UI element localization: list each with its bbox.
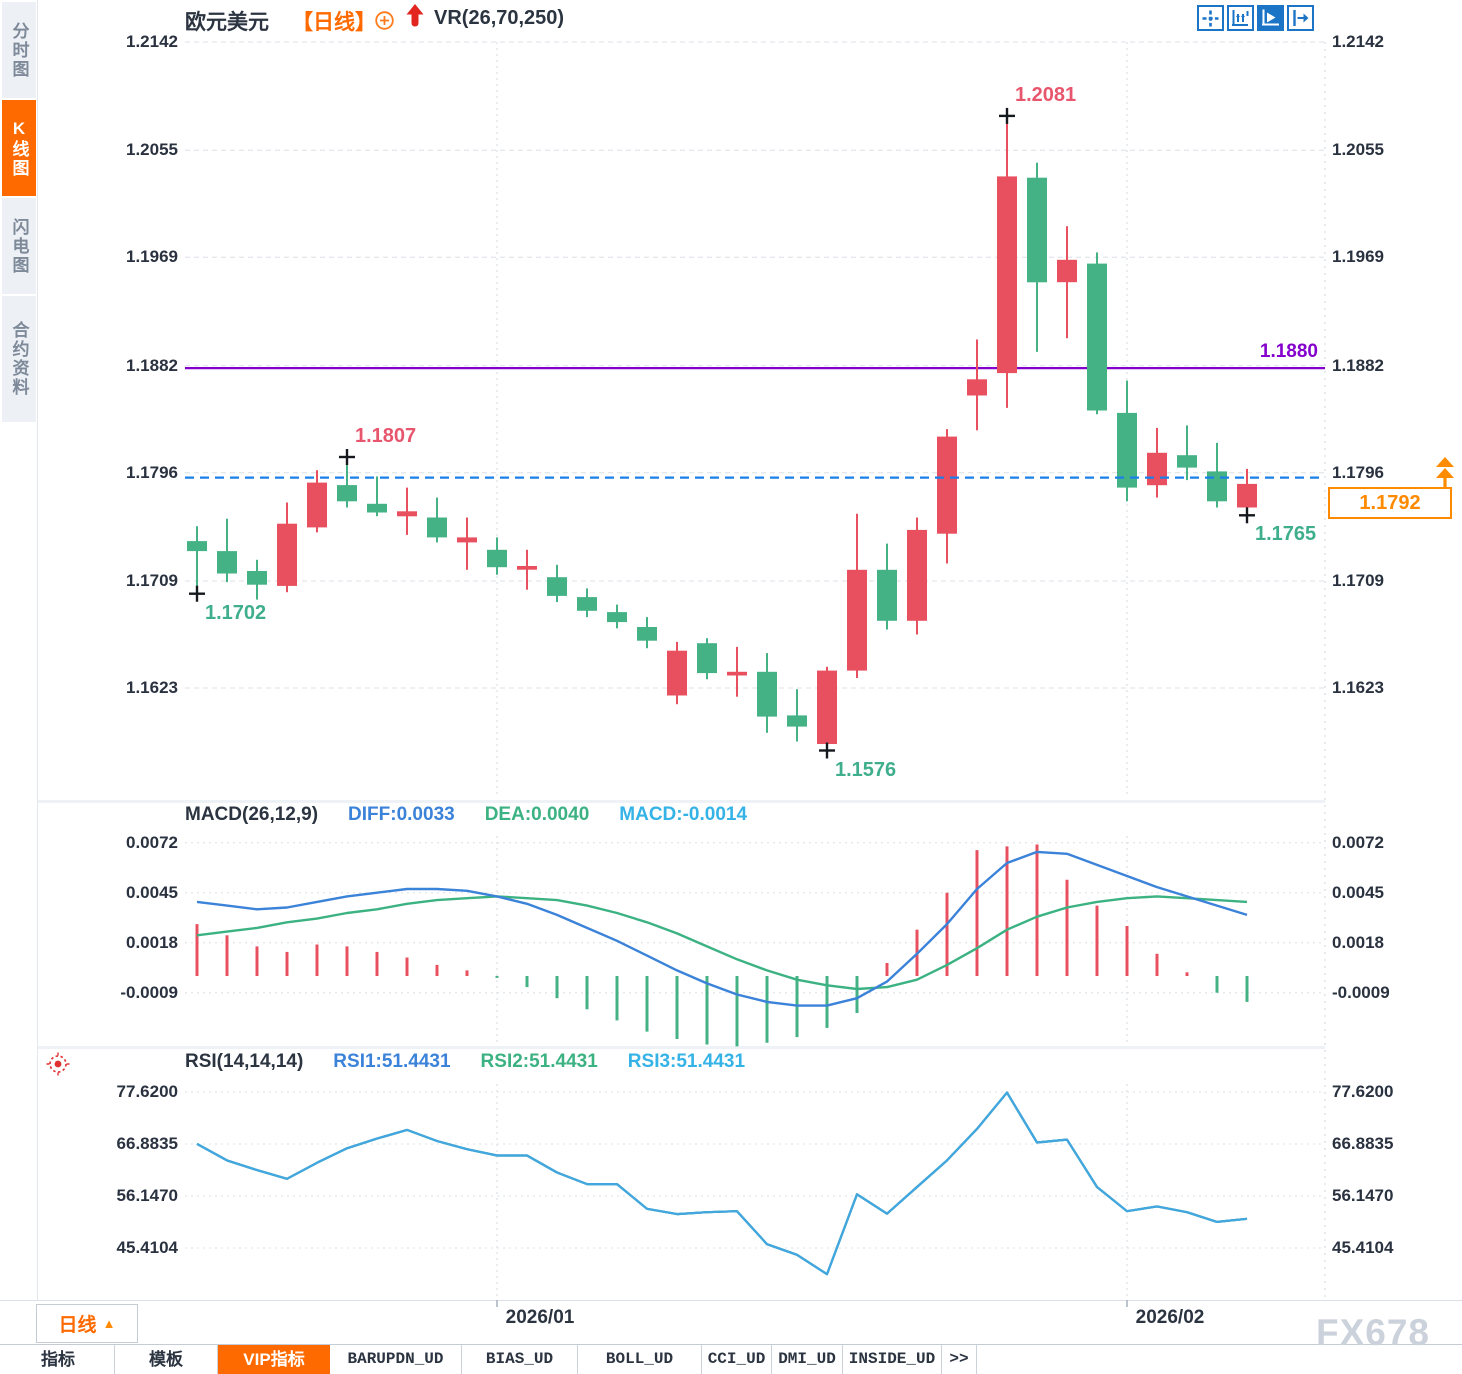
pan-crosshair-icon[interactable] — [1197, 5, 1224, 31]
double-up-arrow-icon — [1433, 456, 1457, 490]
rsi-axis-label-3-left: 56.1470 — [116, 1186, 178, 1205]
bottom-tab-10[interactable]: >> — [942, 1345, 977, 1374]
price-axis-label-4-right: 1.1882 — [1332, 355, 1384, 375]
bottom-tab-2[interactable]: 模板 — [115, 1345, 218, 1374]
rsi-axis-label-2-right: 66.8835 — [1332, 1134, 1394, 1153]
period-tag: 【日线】 — [292, 11, 376, 34]
rsi-axis-label-2-left: 66.8835 — [116, 1134, 178, 1153]
period-selector-label: 日线 — [58, 1315, 97, 1336]
triangle-up-icon: ▲ — [102, 1316, 116, 1331]
macd-axis-label-2-left: 0.0045 — [126, 882, 178, 902]
bottom-tab-9[interactable]: INSIDE_UD — [843, 1345, 942, 1374]
marker-label-1.1576: 1.1576 — [835, 758, 897, 781]
rsi3-value: RSI3:51.4431 — [627, 1051, 746, 1072]
price-axis-label-7-right: 1.1623 — [1332, 678, 1384, 697]
macd-axis-label-4-left: -0.0009 — [120, 982, 178, 1002]
marker-label-1.1702: 1.1702 — [205, 601, 267, 624]
sidebar-tab-2[interactable]: K线图 — [2, 100, 36, 196]
price-axis-label-6-left: 1.1709 — [126, 570, 178, 590]
price-axis-label-2-right: 1.2055 — [1332, 140, 1384, 160]
sidebar-tab-1[interactable]: 分时图 — [2, 2, 36, 98]
marker-label-1.1807: 1.1807 — [355, 424, 417, 447]
bottom-tab-6[interactable]: BOLL_UD — [578, 1345, 702, 1374]
x-axis-label-feb: 2026/02 — [1135, 1307, 1205, 1328]
rsi-axis-label-1-left: 77.6200 — [116, 1082, 178, 1101]
bottom-tab-1[interactable]: 指标 — [2, 1345, 115, 1374]
red-up-arrow-icon — [404, 3, 426, 29]
macd-diff-value: DIFF:0.0033 — [348, 804, 455, 825]
period-selector[interactable]: 日线 ▲ — [36, 1304, 138, 1343]
rsi-legend: RSI(14,14,14) RSI1:51.4431 RSI2:51.4431 … — [185, 1051, 745, 1073]
macd-axis-label-1-right: 0.0072 — [1332, 832, 1384, 852]
rsi-title: RSI(14,14,14) — [185, 1051, 304, 1072]
macd-legend: MACD(26,12,9) DIFF:0.0033 DEA:0.0040 MAC… — [185, 804, 747, 826]
price-axis-label-5-right: 1.1796 — [1332, 462, 1384, 482]
rsi1-value: RSI1:51.4431 — [333, 1051, 451, 1072]
price-axis-label-2-left: 1.2055 — [126, 140, 178, 160]
price-axis-label-7-left: 1.1623 — [126, 678, 178, 697]
price-axis-label-1-right: 1.2142 — [1332, 32, 1384, 51]
price-axis-label-5-left: 1.1796 — [126, 462, 178, 482]
macd-axis-label-3-left: 0.0018 — [126, 932, 178, 952]
macd-axis-label-2-right: 0.0045 — [1332, 882, 1384, 902]
bottom-tab-5[interactable]: BIAS_UD — [462, 1345, 578, 1374]
add-indicator-icon[interactable] — [374, 10, 395, 31]
x-axis-label-jan: 2026/01 — [505, 1307, 575, 1328]
macd-value: MACD:-0.0014 — [619, 804, 748, 825]
alert-target-icon[interactable] — [44, 1050, 72, 1078]
sidebar: 分时图 K线图 闪电图 合约资料 — [0, 0, 38, 1300]
macd-axis-label-3-right: 0.0018 — [1332, 932, 1384, 952]
price-axis-label-3-left: 1.1969 — [126, 247, 178, 267]
symbol-title: 欧元美元 — [185, 11, 269, 34]
current-price-tag: 1.1792 — [1328, 487, 1452, 519]
macd-title: MACD(26,12,9) — [185, 804, 319, 825]
marker-label-1.1765: 1.1765 — [1255, 523, 1317, 546]
rsi2-value: RSI2:51.4431 — [480, 1051, 598, 1072]
bottom-tab-3[interactable]: VIP指标 — [218, 1345, 330, 1374]
axis-range-icon[interactable] — [1227, 5, 1254, 31]
bottom-tab-4[interactable]: BARUPDN_UD — [330, 1345, 462, 1374]
macd-axis-label-4-right: -0.0009 — [1332, 982, 1390, 1002]
panel-separator — [38, 800, 1325, 803]
indicator-label: VR(26,70,250) — [434, 7, 565, 29]
price-axis-label-4-left: 1.1882 — [126, 355, 178, 375]
macd-axis-label-1-left: 0.0072 — [126, 832, 178, 852]
marker-label-1.2081: 1.2081 — [1015, 83, 1077, 106]
rsi-axis-label-3-right: 56.1470 — [1332, 1186, 1394, 1205]
bottom-tab-8[interactable]: DMI_UD — [772, 1345, 843, 1374]
price-axis-label-1-left: 1.2142 — [126, 32, 178, 51]
macd-dea-value: DEA:0.0040 — [484, 804, 590, 825]
resistance-level-label: 1.1880 — [1259, 341, 1318, 362]
shift-right-icon[interactable] — [1287, 5, 1314, 31]
price-axis-label-3-right: 1.1969 — [1332, 247, 1384, 267]
date-row-divider — [0, 1300, 1462, 1301]
tab-row-divider — [0, 1344, 1462, 1345]
rsi-axis-label-4-left: 45.4104 — [116, 1238, 178, 1257]
sidebar-tab-3[interactable]: 闪电图 — [2, 198, 36, 294]
axis-play-icon[interactable] — [1257, 5, 1284, 31]
rsi-axis-label-4-right: 45.4104 — [1332, 1238, 1394, 1257]
panel-separator — [38, 1046, 1325, 1049]
sidebar-tab-4[interactable]: 合约资料 — [2, 296, 36, 422]
bottom-tab-7[interactable]: CCI_UD — [702, 1345, 772, 1374]
watermark: FX678 — [1316, 1312, 1431, 1353]
price-axis-label-6-right: 1.1709 — [1332, 570, 1384, 590]
rsi-axis-label-1-right: 77.6200 — [1332, 1082, 1394, 1101]
